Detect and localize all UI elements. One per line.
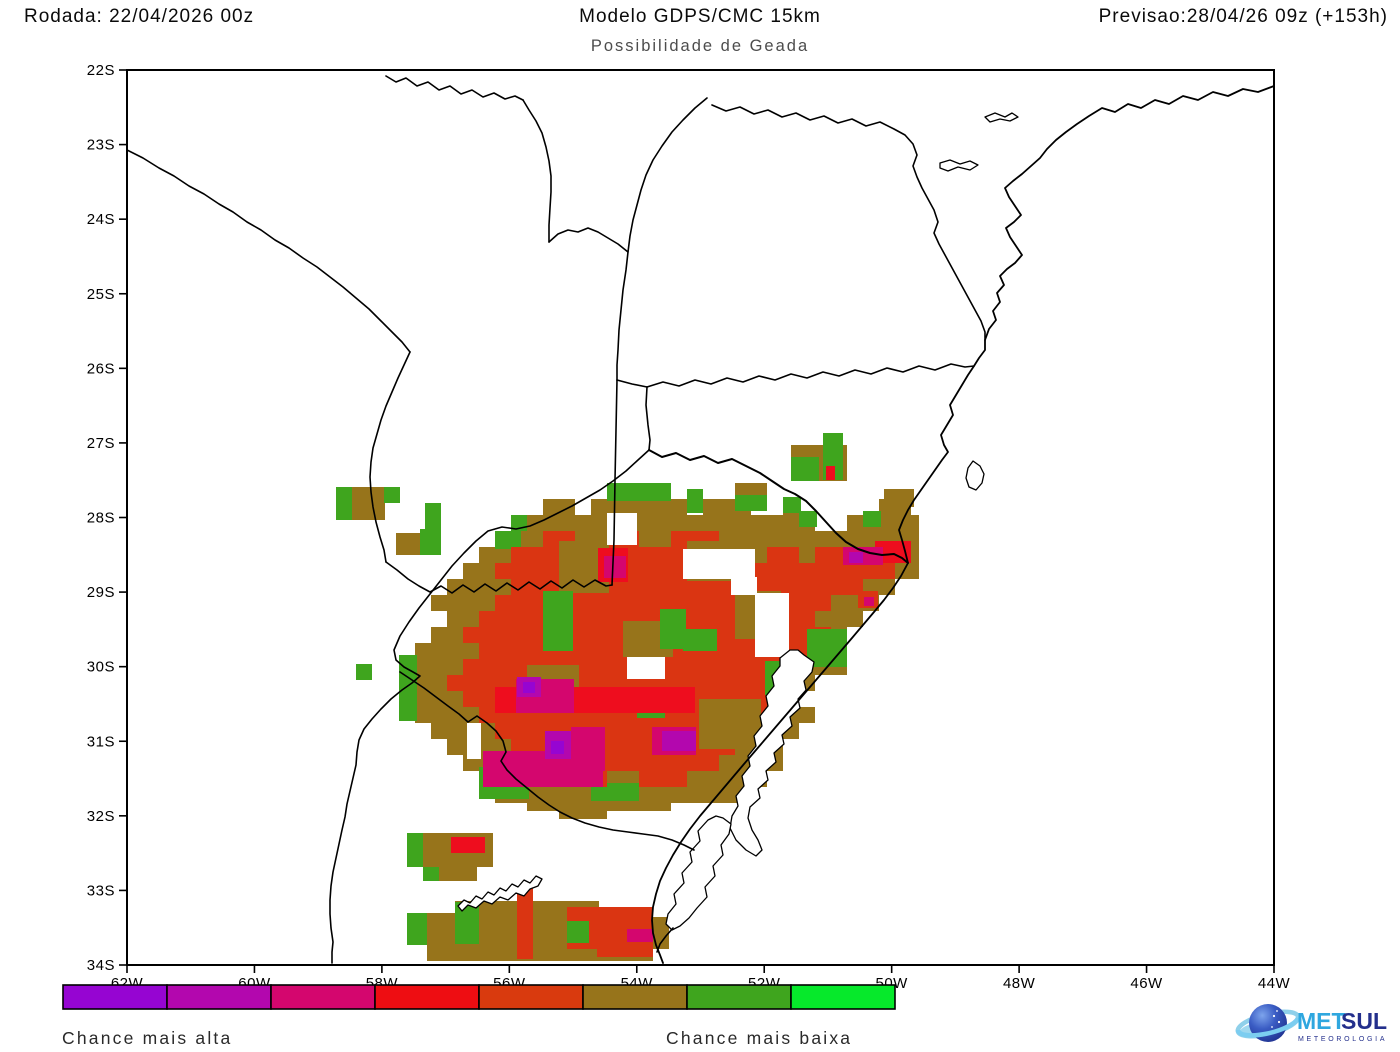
parana-south-border bbox=[385, 561, 613, 594]
legend-swatch bbox=[270, 984, 376, 1010]
map-title: Possibilidade de Geada bbox=[590, 37, 810, 55]
sp-lake-2 bbox=[939, 159, 979, 172]
pr-sc-border bbox=[646, 363, 975, 388]
lat-tick-label: 24S bbox=[87, 211, 115, 228]
legend-colorbar bbox=[62, 984, 896, 1010]
legend-swatch bbox=[582, 984, 688, 1010]
lon-tick-label: 44W bbox=[1258, 975, 1291, 992]
lat-tick-label: 25S bbox=[87, 286, 115, 303]
legend-label-high: Chance mais alta bbox=[62, 1028, 233, 1048]
rs-sc-border bbox=[648, 449, 909, 564]
legend-swatch bbox=[374, 984, 480, 1010]
borders bbox=[126, 75, 1275, 964]
apa-river bbox=[385, 75, 524, 101]
paraguay-river-south bbox=[369, 351, 411, 563]
parana-river-upper bbox=[616, 97, 708, 381]
legend-swatch bbox=[62, 984, 168, 1010]
paraguay-brazil-dry-border bbox=[548, 227, 629, 253]
axis-ticks: 22S23S24S25S26S27S28S29S30S31S32S33S34S6… bbox=[87, 62, 1291, 992]
paranapanema-river bbox=[711, 104, 986, 341]
legend-swatch bbox=[686, 984, 792, 1010]
legend-swatch bbox=[478, 984, 584, 1010]
logo-met-text: MET bbox=[1297, 1008, 1346, 1034]
paraguay-river bbox=[522, 99, 552, 243]
lat-tick-label: 30S bbox=[87, 659, 115, 676]
legend-swatch bbox=[790, 984, 896, 1010]
lat-tick-label: 32S bbox=[87, 808, 115, 825]
lakes bbox=[457, 112, 1019, 931]
logo-tagline: METEOROLOGIA bbox=[1298, 1036, 1387, 1043]
lat-tick-label: 26S bbox=[87, 360, 115, 377]
lon-tick-label: 48W bbox=[1003, 975, 1036, 992]
rio-negro-reservoir bbox=[457, 875, 543, 912]
lat-tick-label: 28S bbox=[87, 510, 115, 527]
peperi-border bbox=[645, 386, 651, 451]
metsul-logo: MET SUL METEOROLOGIA bbox=[1235, 1004, 1387, 1043]
run-label: Rodada: 22/04/2026 00z bbox=[24, 6, 255, 27]
legend-swatch bbox=[166, 984, 272, 1010]
lat-tick-label: 23S bbox=[87, 137, 115, 154]
legend-label-low: Chance mais baixa bbox=[666, 1028, 853, 1048]
frost-regions bbox=[336, 433, 919, 961]
logo-sul-text: SUL bbox=[1341, 1008, 1387, 1034]
lon-tick-label: 46W bbox=[1130, 975, 1163, 992]
iguazu-link bbox=[616, 379, 648, 388]
model-label: Modelo GDPS/CMC 15km bbox=[579, 6, 821, 27]
lat-tick-label: 22S bbox=[87, 62, 115, 79]
florianopolis-island bbox=[965, 460, 985, 491]
pilcomayo-river bbox=[126, 149, 411, 353]
forecast-label: Previsao:28/04/26 09z (+153h) bbox=[1098, 6, 1388, 27]
sp-lake-1 bbox=[984, 112, 1019, 123]
atlantic-coastline bbox=[651, 85, 1275, 964]
planet-icon bbox=[1235, 1004, 1301, 1042]
lagoa-mirim bbox=[665, 815, 732, 931]
lat-tick-label: 34S bbox=[87, 957, 115, 974]
lagoa-dos-patos bbox=[729, 649, 815, 857]
lat-tick-label: 27S bbox=[87, 435, 115, 452]
lat-tick-label: 31S bbox=[87, 733, 115, 750]
uruguay-river bbox=[329, 449, 650, 964]
chui-border bbox=[656, 927, 674, 953]
lat-tick-label: 33S bbox=[87, 882, 115, 899]
lat-tick-label: 29S bbox=[87, 584, 115, 601]
brazil-uruguay-border bbox=[399, 671, 695, 851]
